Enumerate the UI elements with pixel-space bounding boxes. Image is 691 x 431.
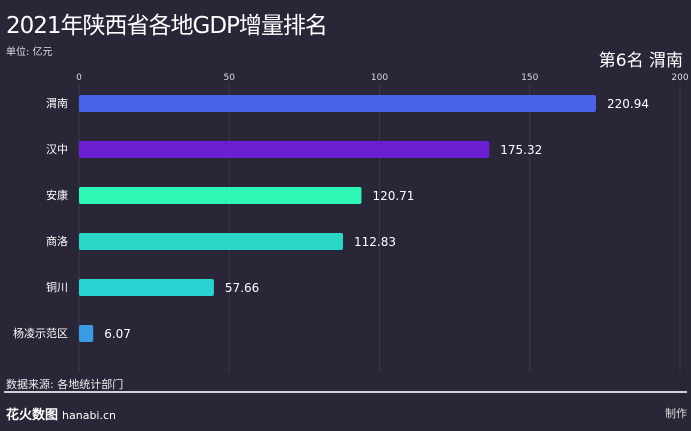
value-label: 120.71 — [372, 189, 414, 203]
value-label: 175.32 — [500, 143, 542, 157]
logo-text: 花火数图 — [6, 408, 59, 423]
divider — [4, 391, 687, 393]
bar — [79, 233, 344, 250]
source-note: 数据来源: 各地统计部门 — [6, 378, 124, 391]
x-tick-label: 100 — [371, 73, 388, 83]
category-label: 商洛 — [46, 234, 68, 248]
chart-title: 2021年陕西省各地GDP增量排名 — [6, 13, 328, 39]
bar — [79, 95, 596, 112]
category-label: 安康 — [46, 188, 68, 202]
bar — [79, 325, 94, 342]
x-tick-label: 0 — [76, 73, 82, 83]
value-label: 6.07 — [104, 327, 131, 341]
category-label: 汉中 — [46, 143, 68, 156]
category-label: 渭南 — [46, 97, 68, 110]
x-tick-label: 50 — [224, 73, 236, 83]
bar — [79, 187, 362, 204]
x-tick-label: 200 — [671, 73, 688, 83]
value-label: 57.66 — [225, 281, 259, 295]
made-label: 制作 — [665, 407, 687, 420]
rank-label: 第6名 渭南 — [598, 51, 683, 71]
bar — [79, 141, 490, 158]
logo-sub: hanabi.cn — [62, 409, 116, 422]
value-label: 220.94 — [607, 97, 649, 111]
unit-label: 单位: 亿元 — [6, 47, 53, 58]
value-label: 112.83 — [354, 235, 396, 249]
category-label: 铜川 — [46, 280, 68, 294]
bar — [79, 279, 214, 296]
x-tick-label: 150 — [521, 73, 538, 83]
logo: 花火数图 hanabi.cn — [6, 404, 116, 423]
category-label: 杨凌示范区 — [13, 326, 68, 340]
